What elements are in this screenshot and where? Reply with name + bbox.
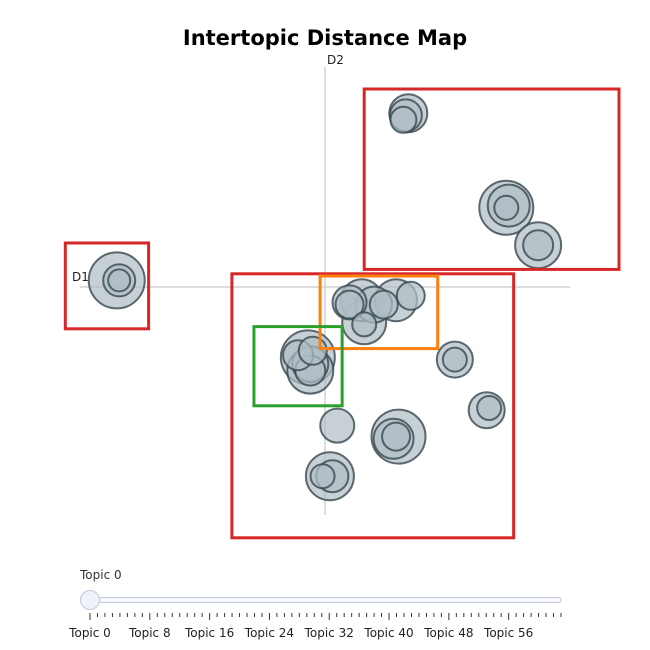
- slider-tick-label: Topic 48: [424, 626, 474, 640]
- topic-bubble: [493, 194, 520, 221]
- topic-bubble: [381, 421, 412, 452]
- highlight-box: [318, 274, 440, 351]
- slider-tick-label: Topic 40: [364, 626, 414, 640]
- topic-bubble: [441, 346, 468, 373]
- slider-tick-label: Topic 8: [128, 626, 171, 640]
- topic-bubble: [395, 280, 426, 311]
- highlight-box: [63, 241, 151, 331]
- topic-bubble: [522, 229, 555, 262]
- topic-bubble: [309, 463, 336, 490]
- slider-tick-label: Topic 16: [184, 626, 235, 640]
- slider-tick-label: Topic 32: [304, 626, 354, 640]
- topic-bubble: [334, 289, 365, 320]
- highlight-box: [252, 325, 344, 408]
- slider-tick-label: Topic 56: [484, 626, 534, 640]
- topic-bubble: [389, 105, 418, 134]
- slider-handle[interactable]: [80, 590, 100, 610]
- x-axis-label: D1: [72, 270, 89, 284]
- highlight-box: [362, 87, 621, 271]
- topic-bubble: [476, 395, 503, 421]
- y-axis-label: D2: [327, 53, 344, 67]
- topic-bubble: [351, 311, 378, 338]
- chart-title: Intertopic Distance Map: [182, 26, 468, 50]
- topic-bubble: [107, 268, 132, 293]
- slider-track: [89, 597, 562, 603]
- slider-tick-label: Topic 0: [69, 626, 111, 640]
- slider-current-value: Topic 0: [80, 568, 122, 582]
- topic-bubble: [319, 407, 356, 444]
- topic-bubble: [368, 289, 399, 320]
- topic-bubble: [297, 335, 328, 366]
- highlight-box: [230, 272, 516, 540]
- slider-tick-label: Topic 24: [244, 626, 295, 640]
